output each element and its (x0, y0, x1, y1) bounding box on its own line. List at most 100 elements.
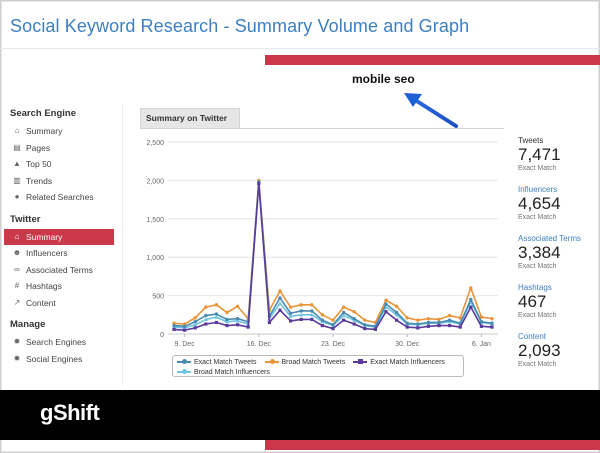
data-point-exact-match-influencers (267, 320, 271, 325)
sidebar-item-label: Content (26, 297, 56, 308)
data-point-exact-match-tweets (479, 320, 484, 324)
tab-summary-on-twitter[interactable]: Summary on Twitter (140, 108, 240, 128)
sidebar-item-label: Trends (26, 175, 53, 186)
data-point-broad-match-influencers (193, 322, 198, 327)
sidebar-item-hashtags[interactable]: # Hashtags (4, 278, 114, 295)
data-point-exact-match-influencers (384, 310, 388, 314)
series-line-broad-match-influencers (173, 181, 493, 329)
sidebar-group-manage: Manage ✹ Search Engines ✹ Social Engines (4, 319, 114, 367)
y-tick-label: 1,000 (146, 255, 164, 262)
hash-icon: # (14, 281, 20, 290)
stat-label[interactable]: Content (518, 332, 547, 341)
data-point-broad-match-tweets (363, 318, 367, 322)
brand-logo-text: gShift (40, 400, 100, 425)
data-point-exact-match-influencers (320, 323, 324, 328)
data-point-exact-match-tweets (352, 316, 356, 321)
data-point-broad-match-tweets (490, 316, 494, 321)
sidebar-item-label: Associated Terms (26, 264, 93, 275)
data-point-broad-match-influencers (309, 312, 314, 317)
data-point-broad-match-tweets (288, 305, 293, 309)
trend-icon: ▥ (13, 175, 21, 185)
stat-label: Tweets (518, 136, 544, 145)
data-point-broad-match-influencers (203, 317, 208, 322)
sidebar-item-pages[interactable]: ▤ Pages (4, 140, 114, 157)
y-tick-label: 1,500 (146, 217, 164, 224)
stat-sub: Exact Match (518, 263, 557, 270)
stat-sub: Exact Match (518, 361, 557, 368)
legend-swatch (177, 359, 191, 364)
sidebar-item-influencers[interactable]: ☻ Influencers (4, 245, 114, 262)
data-point-exact-match-influencers (214, 320, 218, 325)
brand-logo: gShift (40, 400, 100, 426)
data-point-exact-match-tweets (394, 310, 399, 315)
stat-value: 7,471 (518, 145, 561, 164)
data-point-exact-match-tweets (299, 309, 303, 313)
legend-item-broad-match-influencers[interactable]: Broad Match Influencers (177, 369, 270, 376)
data-point-broad-match-influencers (214, 315, 219, 319)
data-point-exact-match-influencers (236, 323, 240, 327)
x-tick-label: 6. Jan (472, 341, 491, 348)
home-icon: ⌂ (14, 231, 20, 241)
accent-bar-top (265, 55, 600, 65)
data-point-exact-match-tweets (278, 296, 282, 300)
sidebar-item-content[interactable]: ↗ Content (4, 295, 114, 312)
data-point-broad-match-tweets (405, 316, 409, 320)
sidebar-item-trends[interactable]: ▥ Trends (4, 173, 114, 190)
data-point-exact-match-influencers (299, 317, 303, 322)
stat-value: 4,654 (518, 194, 561, 213)
sidebar-divider (122, 104, 123, 386)
stat-label[interactable]: Influencers (518, 185, 558, 194)
stat-value: 2,093 (518, 341, 561, 360)
data-point-exact-match-tweets (426, 320, 431, 325)
data-point-exact-match-influencers (246, 325, 250, 329)
data-point-exact-match-tweets (416, 322, 420, 326)
x-tick-label: 23. Dec (321, 341, 346, 348)
sidebar-item-search-engines[interactable]: ✹ Search Engines (4, 334, 114, 351)
data-point-broad-match-tweets (193, 316, 197, 320)
stat-hashtags: Hashtags 467 Exact Match (518, 283, 598, 332)
data-point-exact-match-tweets (490, 321, 494, 325)
accent-bar-bottom (265, 440, 600, 450)
stat-associated-terms: Associated Terms 3,384 Exact Match (518, 234, 598, 283)
data-point-broad-match-influencers (341, 313, 346, 318)
page-icon: ▤ (13, 142, 21, 152)
series-line-broad-match-tweets (173, 179, 493, 325)
home-icon: ⌂ (14, 126, 20, 135)
data-point-exact-match-influencers (437, 323, 441, 328)
stat-tweets: Tweets 7,471 Exact Match (518, 136, 598, 185)
sidebar-group-twitter: Twitter ⌂ Summary ☻ Influencers ∞ Associ… (4, 214, 114, 312)
sidebar-item-summary[interactable]: ⌂ Summary (4, 123, 114, 140)
sidebar-item-label: Summary (26, 231, 63, 242)
data-point-broad-match-tweets (469, 286, 473, 290)
legend-item-exact-match-influencers[interactable]: Exact Match Influencers (353, 359, 445, 366)
sidebar-item-label: Summary (26, 126, 63, 136)
data-point-exact-match-influencers (426, 324, 430, 328)
sidebar-item-label: Pages (26, 142, 51, 153)
data-point-exact-match-tweets (172, 323, 176, 328)
stat-label[interactable]: Associated Terms (518, 234, 581, 243)
sidebar-item-social-engines[interactable]: ✹ Social Engines (4, 351, 114, 368)
users-icon: ☻ (12, 248, 22, 257)
data-point-exact-match-tweets (331, 323, 335, 327)
data-point-broad-match-tweets (426, 316, 431, 321)
sidebar-item-associated-terms[interactable]: ∞ Associated Terms (4, 262, 114, 279)
data-point-exact-match-tweets (437, 320, 441, 325)
data-point-broad-match-tweets (384, 298, 388, 302)
y-tick-label: 500 (152, 294, 164, 301)
legend-item-exact-match-tweets[interactable]: Exact Match Tweets (177, 359, 257, 366)
data-point-exact-match-tweets (310, 309, 314, 313)
sidebar-item-related-searches[interactable]: ● Related Searches (4, 189, 114, 206)
stat-influencers: Influencers 4,654 Exact Match (518, 185, 598, 234)
data-point-broad-match-tweets (479, 315, 484, 319)
twitter-summary-chart: 0 500 1,000 1,500 2,000 2,500 9. Dec 16. Dec 23.… (146, 140, 498, 348)
data-point-broad-match-tweets (278, 289, 282, 293)
legend-label: Broad Match Tweets (281, 358, 346, 366)
stat-label[interactable]: Hashtags (518, 283, 552, 292)
legend-item-broad-match-tweets[interactable]: Broad Match Tweets (264, 358, 346, 366)
data-point-exact-match-tweets (447, 318, 452, 322)
sidebar-item-twitter-summary[interactable]: ⌂ Summary (4, 228, 114, 245)
data-point-broad-match-tweets (352, 310, 356, 314)
data-point-broad-match-influencers (225, 319, 229, 324)
x-tick-label: 16. Dec (247, 341, 272, 348)
sidebar-item-top-50[interactable]: ▲ Top 50 (4, 156, 114, 173)
